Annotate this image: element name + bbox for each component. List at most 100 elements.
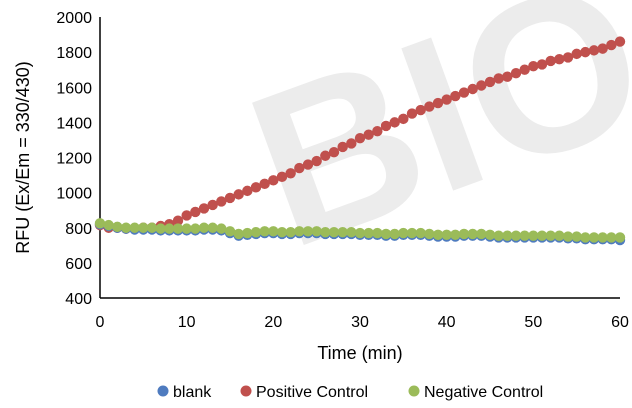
- data-point: [432, 97, 444, 109]
- y-axis-title: RFU (Ex/Em = 330/430): [13, 61, 33, 254]
- data-point: [268, 175, 279, 186]
- data-point: [372, 227, 383, 239]
- data-point: [363, 227, 374, 239]
- data-point: [302, 159, 314, 170]
- data-point: [441, 229, 452, 240]
- data-point: [276, 226, 288, 238]
- data-point: [172, 223, 184, 234]
- data-point: [545, 230, 556, 241]
- data-point: [285, 226, 296, 238]
- y-tick-label: 1800: [56, 45, 92, 62]
- y-tick-label: 1000: [56, 186, 92, 203]
- data-point: [614, 232, 626, 243]
- data-point: [224, 192, 236, 204]
- data-point: [198, 203, 210, 214]
- data-point: [424, 228, 435, 240]
- y-tick-label: 400: [65, 291, 92, 308]
- data-point: [233, 228, 244, 240]
- data-point: [493, 230, 504, 241]
- data-point: [250, 182, 262, 193]
- data-point: [380, 120, 392, 132]
- data-point: [233, 189, 244, 200]
- y-tick-label: 1600: [56, 80, 92, 97]
- data-point: [328, 147, 340, 158]
- x-tick-label: 60: [611, 314, 629, 331]
- data-point: [389, 228, 400, 240]
- data-point: [597, 232, 608, 243]
- data-point: [458, 228, 470, 240]
- data-point: [328, 226, 340, 238]
- x-axis-ticks: 0 10 20 30 40 50 60: [96, 314, 629, 331]
- data-point: [467, 83, 478, 95]
- data-point: [510, 68, 522, 79]
- data-point: [588, 232, 600, 243]
- legend-label: Positive Control: [256, 384, 368, 401]
- data-point: [216, 196, 227, 207]
- x-tick-label: 0: [96, 314, 105, 331]
- data-point: [155, 223, 166, 234]
- data-point: [94, 218, 106, 229]
- y-tick-label: 800: [65, 221, 92, 238]
- data-point: [242, 227, 253, 239]
- data-point: [302, 226, 314, 237]
- data-point: [120, 222, 132, 233]
- legend-marker: [408, 385, 420, 397]
- legend-label: Negative Control: [424, 384, 543, 401]
- data-point: [536, 230, 548, 241]
- x-tick-label: 40: [438, 314, 456, 331]
- data-point: [242, 185, 253, 197]
- data-point: [112, 221, 123, 233]
- legend-item: Negative Control: [408, 384, 543, 401]
- data-point: [415, 227, 426, 239]
- legend-item: blank: [157, 384, 212, 401]
- data-point: [346, 138, 357, 149]
- x-tick-label: 10: [178, 314, 196, 331]
- data-point: [580, 46, 591, 58]
- data-point: [519, 230, 530, 241]
- data-point: [103, 219, 114, 231]
- data-point: [588, 45, 600, 56]
- data-point: [190, 206, 201, 218]
- axes: [99, 17, 620, 299]
- data-point: [476, 228, 487, 240]
- data-point: [536, 59, 548, 70]
- y-tick-label: 1200: [56, 151, 92, 168]
- data-point: [502, 230, 513, 241]
- data-point: [294, 162, 305, 174]
- data-point: [562, 231, 574, 242]
- data-point: [467, 228, 478, 240]
- data-point: [224, 226, 236, 237]
- data-point: [190, 223, 201, 234]
- data-point: [346, 226, 357, 238]
- data-point: [320, 226, 331, 238]
- data-point: [259, 226, 270, 237]
- data-point: [562, 52, 574, 63]
- data-point: [337, 141, 348, 153]
- data-point: [129, 222, 140, 233]
- data-point: [172, 215, 184, 226]
- legend-label: blank: [173, 384, 212, 401]
- y-axis-ticks: 400 600 800 1000 1200 1400 1600 1800 2000: [56, 10, 92, 308]
- data-point: [441, 94, 452, 105]
- data-point: [250, 226, 262, 238]
- data-point: [285, 168, 296, 179]
- data-point: [294, 226, 305, 237]
- data-point: [216, 223, 227, 234]
- data-point: [502, 71, 513, 82]
- data-point: [146, 222, 158, 233]
- data-point: [606, 39, 617, 51]
- data-point: [606, 232, 617, 243]
- data-point: [571, 48, 582, 60]
- data-point: [320, 150, 331, 161]
- data-point: [389, 117, 400, 128]
- data-point: [554, 53, 565, 65]
- data-point: [372, 125, 383, 137]
- data-point: [450, 90, 461, 102]
- data-point: [554, 230, 565, 241]
- data-point: [571, 231, 582, 242]
- data-point: [181, 223, 192, 234]
- data-point: [528, 230, 539, 241]
- data-point: [276, 171, 288, 183]
- data-point: [398, 113, 409, 125]
